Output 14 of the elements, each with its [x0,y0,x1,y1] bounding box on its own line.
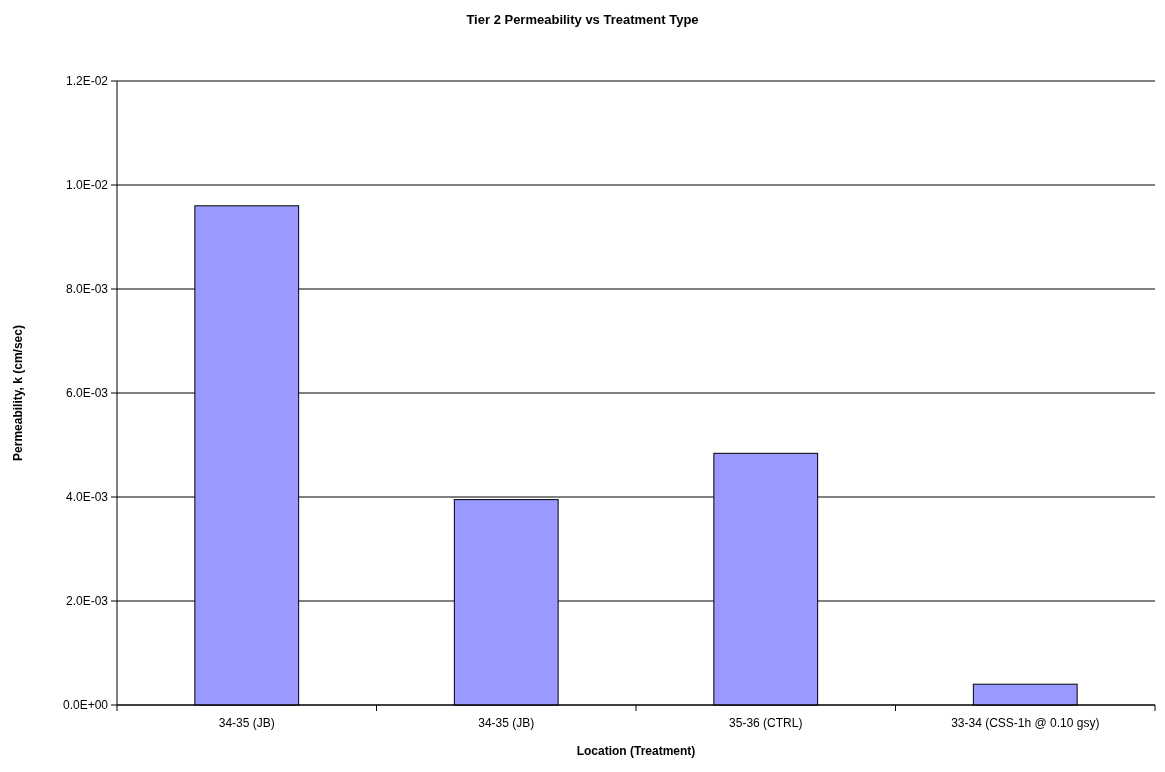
y-tick-label: 1.0E-02 [65,178,109,193]
y-tick-label: 4.0E-03 [65,490,109,505]
y-tick-label: 6.0E-03 [65,386,109,401]
y-axis-title: Permeability, k (cm/sec) [11,325,25,461]
y-tick-label: 1.2E-02 [65,74,109,89]
x-tick-label: 34-35 (JB) [478,716,535,730]
y-tick-label: 0.0E+00 [62,698,109,713]
y-tick-label: 8.0E-03 [65,282,109,297]
x-tick-label: 35-36 (CTRL) [729,716,803,730]
x-tick-label: 33-34 (CSS-1h @ 0.10 gsy) [951,716,1100,730]
x-axis-title: Location (Treatment) [576,744,696,758]
x-tick-label: 34-35 (JB) [218,716,275,730]
y-tick-label: 2.0E-03 [65,594,109,609]
chart-title: Tier 2 Permeability vs Treatment Type [466,12,699,27]
